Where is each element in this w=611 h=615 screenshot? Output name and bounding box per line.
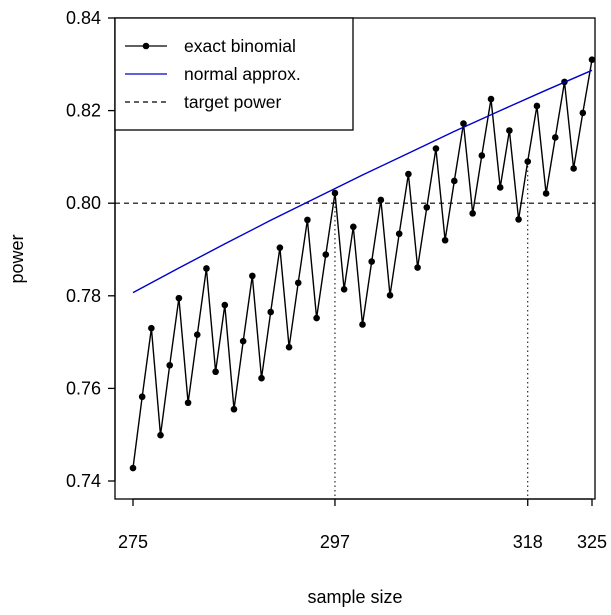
axes-layer: 0.74 0.76 0.78 0.80 0.82 0.84 275 297 318 325 bbox=[66, 8, 607, 552]
exact-binomial-point bbox=[304, 216, 311, 224]
exact-binomial-point bbox=[138, 393, 146, 401]
exact-binomial-point bbox=[395, 230, 403, 238]
exact-binomial-point bbox=[276, 244, 284, 251]
y-tick-label: 0.82 bbox=[66, 101, 101, 121]
exact-binomial-point bbox=[184, 399, 192, 407]
exact-binomial-point bbox=[239, 337, 247, 345]
exact-binomial-point bbox=[377, 196, 385, 204]
exact-binomial-point bbox=[166, 361, 174, 369]
series-layer bbox=[129, 56, 596, 472]
x-tick-label: 325 bbox=[577, 532, 607, 552]
exact-binomial-point bbox=[432, 145, 440, 152]
legend-label-normal-approx: normal approx. bbox=[184, 64, 301, 84]
exact-binomial-point bbox=[212, 368, 219, 376]
exact-binomial-point bbox=[496, 184, 504, 191]
exact-binomial-point bbox=[551, 134, 559, 141]
exact-binomial-point bbox=[533, 102, 541, 110]
x-tick-label: 275 bbox=[118, 532, 148, 552]
legend-marker-exact-binomial bbox=[142, 42, 150, 50]
exact-binomial-point bbox=[423, 204, 431, 211]
exact-binomial-point bbox=[340, 286, 348, 293]
exact-binomial-point bbox=[414, 264, 421, 271]
legend: exact binomial normal approx. target pow… bbox=[114, 17, 354, 131]
exact-binomial-point bbox=[570, 165, 577, 172]
x-tick-label: 318 bbox=[513, 532, 543, 552]
y-tick-label: 0.84 bbox=[66, 8, 101, 28]
y-tick-label: 0.78 bbox=[66, 286, 101, 306]
y-tick-label: 0.76 bbox=[66, 378, 101, 398]
normal-approx-line bbox=[132, 69, 593, 294]
exact-binomial-point bbox=[313, 314, 320, 322]
exact-binomial-point bbox=[221, 301, 229, 309]
exact-binomial-point bbox=[331, 189, 339, 197]
exact-binomial-point bbox=[157, 431, 164, 439]
exact-binomial-point bbox=[267, 308, 275, 316]
exact-binomial-point bbox=[258, 374, 265, 382]
exact-binomial-point bbox=[203, 265, 210, 272]
exact-binomial-point bbox=[294, 279, 302, 287]
exact-binomial-point bbox=[193, 331, 201, 338]
exact-binomial-point bbox=[359, 321, 366, 328]
x-tick-label: 297 bbox=[320, 532, 350, 552]
exact-binomial-point bbox=[451, 177, 458, 185]
exact-binomial-point bbox=[322, 251, 330, 258]
exact-binomial-point bbox=[386, 292, 394, 299]
exact-binomial-point bbox=[249, 272, 256, 280]
y-tick-label: 0.74 bbox=[66, 471, 101, 491]
y-axis-label: power bbox=[7, 234, 27, 283]
exact-binomial-point bbox=[285, 343, 293, 351]
exact-binomial-point bbox=[230, 405, 238, 413]
legend-label-target-power: target power bbox=[184, 92, 281, 112]
exact-binomial-point bbox=[487, 95, 495, 103]
exact-binomial-point bbox=[588, 56, 596, 63]
exact-binomial-point bbox=[478, 152, 486, 159]
exact-binomial-point bbox=[175, 294, 183, 302]
exact-binomial-point bbox=[469, 210, 476, 217]
exact-binomial-point bbox=[405, 170, 412, 178]
exact-binomial-point bbox=[542, 190, 550, 197]
exact-binomial-point bbox=[524, 158, 532, 165]
legend-label-exact-binomial: exact binomial bbox=[184, 36, 296, 56]
exact-binomial-point bbox=[129, 464, 137, 472]
y-tick-label: 0.80 bbox=[66, 193, 101, 213]
exact-binomial-point bbox=[148, 324, 155, 332]
exact-binomial-point bbox=[506, 127, 513, 134]
exact-binomial-point bbox=[350, 223, 357, 231]
exact-binomial-point bbox=[368, 258, 375, 265]
x-axis-label: sample size bbox=[307, 587, 402, 607]
exact-binomial-point bbox=[460, 120, 467, 127]
exact-binomial-point bbox=[441, 236, 449, 244]
reference-lines bbox=[115, 161, 595, 499]
exact-binomial-point bbox=[515, 216, 522, 223]
exact-binomial-point bbox=[579, 109, 587, 117]
